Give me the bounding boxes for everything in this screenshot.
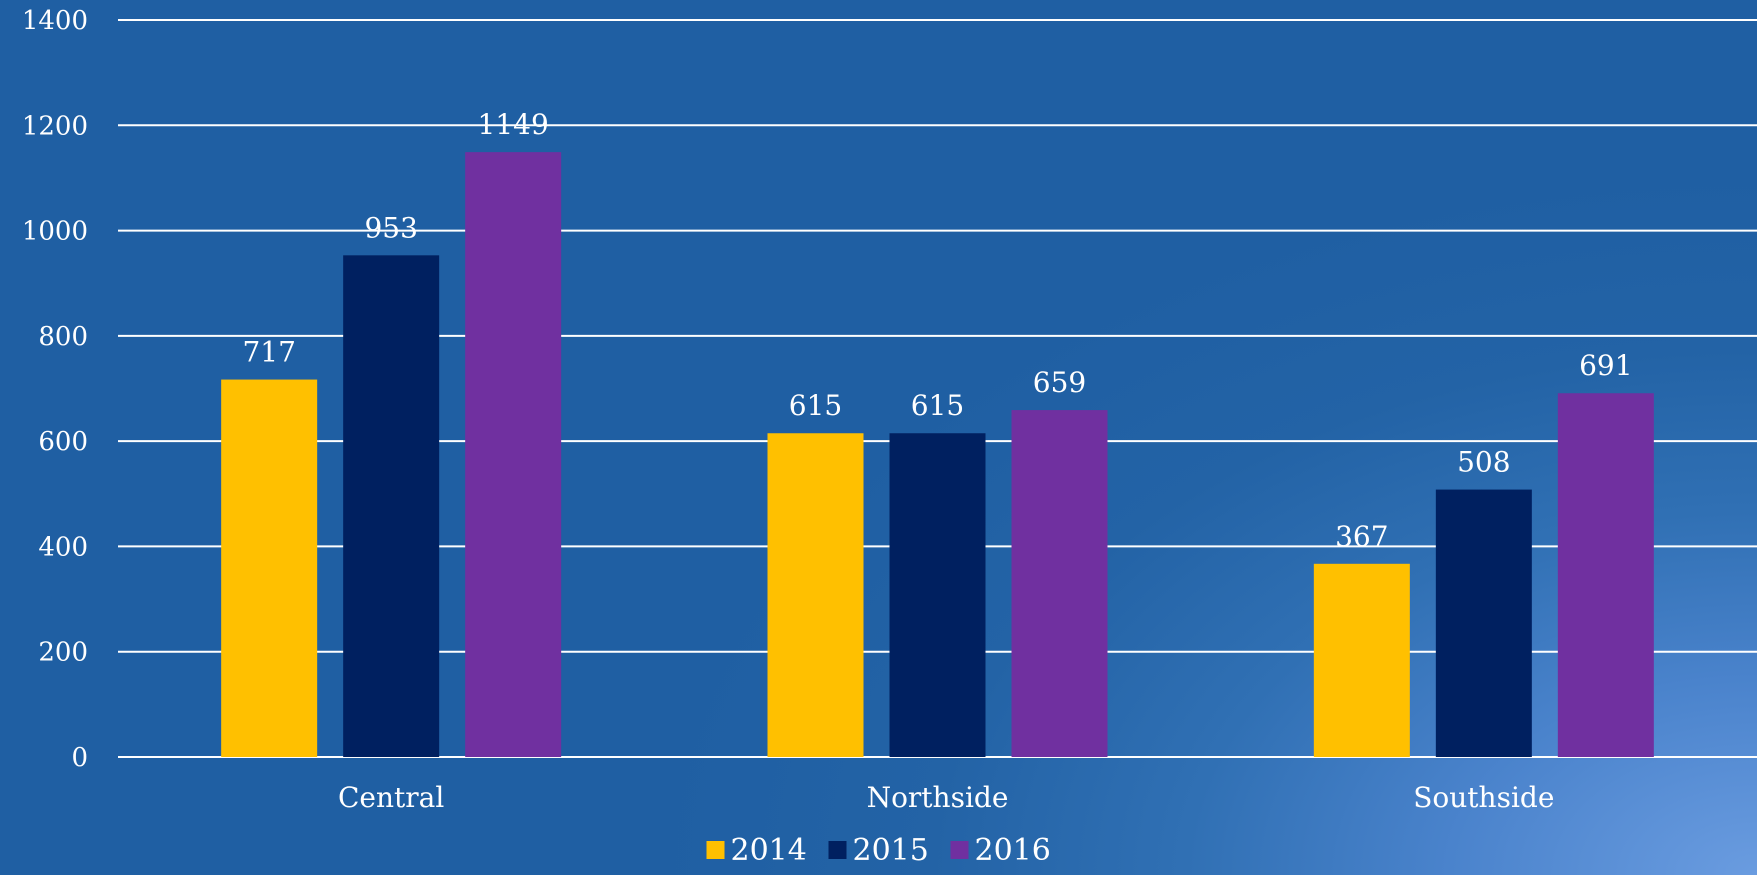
category-label: Northside xyxy=(867,781,1009,814)
legend-swatch-2016 xyxy=(950,841,969,859)
data-label: 615 xyxy=(789,389,842,422)
data-label: 508 xyxy=(1457,446,1510,479)
y-tick-label: 400 xyxy=(38,532,88,562)
bar-2014-southside[interactable] xyxy=(1313,563,1410,757)
bar-2015-southside[interactable] xyxy=(1435,489,1532,757)
y-tick-label: 1000 xyxy=(22,217,88,247)
legend-label: 2014 xyxy=(731,833,807,868)
data-label: 717 xyxy=(242,336,295,369)
y-tick-label: 0 xyxy=(71,743,88,773)
data-label: 615 xyxy=(911,389,964,422)
legend-swatch-2015 xyxy=(828,841,847,859)
category-label: Southside xyxy=(1413,781,1554,814)
legend[interactable]: 2014 2015 2016 xyxy=(706,833,1051,868)
x-axis-category-labels: Central Northside Southside xyxy=(338,781,1554,814)
bar-2016-central[interactable] xyxy=(465,152,562,758)
bar-2016-northside[interactable] xyxy=(1011,410,1108,757)
legend-label: 2016 xyxy=(975,833,1051,868)
bar-2015-central[interactable] xyxy=(343,255,440,757)
bar-2016-southside[interactable] xyxy=(1557,393,1654,757)
data-labels: 717 953 1149 615 615 659 367 508 691 xyxy=(242,108,1632,553)
y-tick-label: 1400 xyxy=(22,6,88,36)
category-label: Central xyxy=(338,781,444,814)
data-label: 953 xyxy=(364,211,417,244)
data-label: 367 xyxy=(1335,520,1388,553)
y-tick-label: 800 xyxy=(38,322,88,352)
y-tick-label: 1200 xyxy=(22,111,88,141)
bar-2015-northside[interactable] xyxy=(889,433,986,757)
y-tick-label: 200 xyxy=(38,638,88,668)
legend-label: 2015 xyxy=(853,833,929,868)
bar-2014-northside[interactable] xyxy=(767,433,864,757)
data-label: 691 xyxy=(1579,349,1632,382)
y-tick-label: 600 xyxy=(38,427,88,457)
legend-swatch-2014 xyxy=(706,841,725,859)
bars xyxy=(221,152,1654,758)
bar-2014-central[interactable] xyxy=(221,379,318,757)
data-label: 659 xyxy=(1033,366,1086,399)
y-axis-tick-labels: 0 200 400 600 800 1000 1200 1400 xyxy=(22,6,88,773)
data-label: 1149 xyxy=(478,108,549,141)
